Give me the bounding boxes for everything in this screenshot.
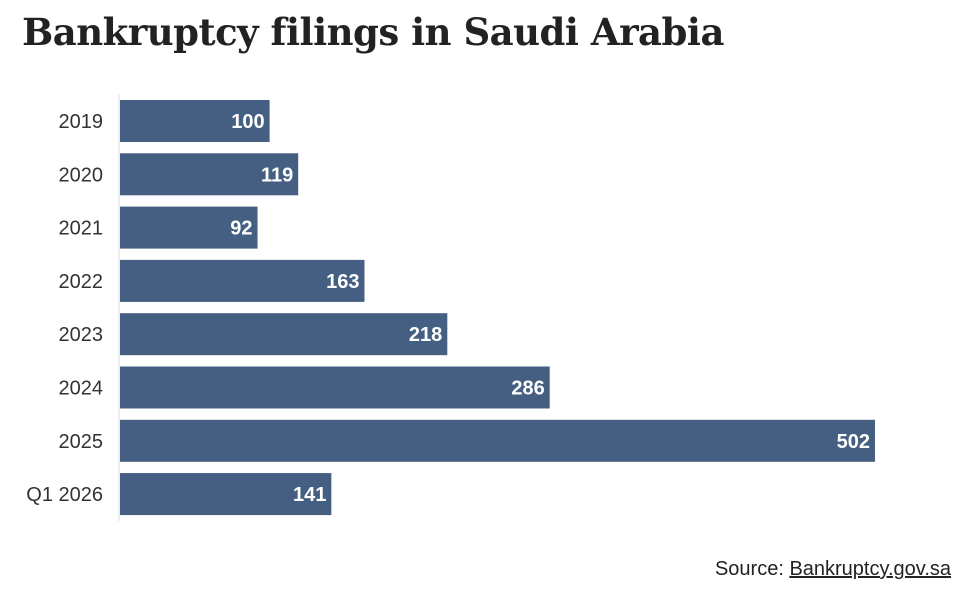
bar-2025: [120, 419, 875, 462]
category-label: 2021: [59, 218, 104, 240]
source-link[interactable]: Bankruptcy.gov.sa: [789, 558, 951, 580]
value-label: 119: [261, 164, 293, 186]
chart-title: Bankruptcy filings in Saudi Arabia: [22, 10, 724, 54]
source-prefix: Source:: [714, 558, 790, 580]
category-label: 2023: [59, 324, 104, 346]
bar-2021: [120, 206, 258, 249]
bars-group: [120, 100, 875, 516]
category-label: 2025: [59, 431, 104, 453]
category-label: 2020: [59, 164, 104, 186]
bar-2019: [120, 100, 270, 142]
value-labels-group: 100 119 92 163 218 286 502 141: [230, 111, 870, 506]
category-label: Q1 2026: [26, 484, 103, 506]
bar-2023: [120, 313, 448, 356]
value-label: 502: [837, 431, 870, 453]
bar-2020: [120, 153, 299, 196]
value-label: 92: [230, 218, 252, 240]
value-label: 286: [511, 378, 544, 400]
bar-2022: [120, 259, 365, 302]
bar-q1-2026: [120, 473, 332, 516]
value-label: 218: [409, 324, 442, 346]
source-line: Source: Bankruptcy.gov.sa: [715, 558, 951, 581]
category-labels-group: 2019 2020 2021 2022 2023 2024 2025 Q1 2026: [26, 111, 103, 506]
bar-2024: [120, 366, 550, 409]
category-label: 2024: [59, 378, 104, 400]
value-label: 100: [231, 111, 264, 133]
value-label: 141: [293, 484, 326, 506]
category-label: 2022: [59, 271, 104, 293]
category-label: 2019: [59, 111, 104, 133]
value-label: 163: [326, 271, 359, 293]
